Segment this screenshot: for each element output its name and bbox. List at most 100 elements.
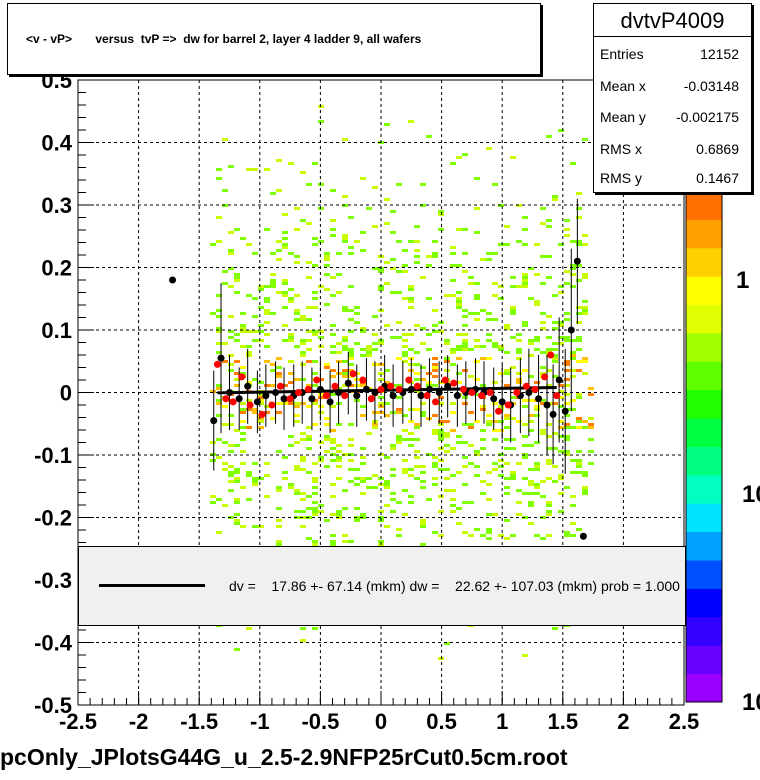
density-cell xyxy=(378,510,384,513)
density-cell xyxy=(570,267,576,270)
density-cell xyxy=(306,384,312,387)
density-cell xyxy=(516,285,522,288)
density-cell xyxy=(258,288,264,291)
density-cell xyxy=(288,360,294,363)
density-cell xyxy=(366,345,372,348)
density-cell xyxy=(516,381,522,384)
density-cell xyxy=(420,414,426,417)
density-cell xyxy=(462,531,468,534)
density-cell xyxy=(570,357,576,360)
density-cell xyxy=(534,336,540,339)
density-cell xyxy=(450,429,456,432)
density-cell xyxy=(408,240,414,243)
density-cell xyxy=(438,396,444,399)
y-tick-label: 0.4 xyxy=(41,131,72,156)
density-cell xyxy=(564,393,570,396)
density-cell xyxy=(576,396,582,399)
data-point xyxy=(335,389,343,396)
density-cell xyxy=(414,261,420,264)
density-cell xyxy=(330,483,336,486)
density-cell xyxy=(246,354,252,357)
density-cell xyxy=(534,486,540,489)
density-cell xyxy=(528,480,534,483)
density-cell xyxy=(576,243,582,246)
density-cell xyxy=(480,258,486,261)
density-cell xyxy=(504,369,510,372)
density-cell xyxy=(570,534,576,537)
density-cell xyxy=(438,423,444,426)
density-cell xyxy=(348,354,354,357)
density-cell xyxy=(372,423,378,426)
density-cell xyxy=(564,312,570,315)
data-point xyxy=(244,382,252,390)
density-cell xyxy=(558,243,564,246)
density-cell xyxy=(270,282,276,285)
density-cell xyxy=(456,306,462,309)
density-cell xyxy=(384,480,390,483)
density-cell xyxy=(450,363,456,366)
density-cell xyxy=(270,384,276,387)
density-cell xyxy=(300,432,306,435)
density-cell xyxy=(540,207,546,210)
density-cell xyxy=(570,471,576,474)
density-cell xyxy=(450,162,456,165)
density-cell xyxy=(438,429,444,432)
y-tick-label: 0 xyxy=(60,381,72,406)
density-cell xyxy=(336,456,342,459)
density-cell xyxy=(486,258,492,261)
density-cell xyxy=(546,384,552,387)
density-cell xyxy=(390,267,396,270)
density-cell xyxy=(330,276,336,279)
density-cell xyxy=(582,420,588,423)
density-cell xyxy=(528,414,534,417)
palette-swatch xyxy=(686,304,722,334)
density-cell xyxy=(300,402,306,405)
density-cell xyxy=(510,366,516,369)
density-cell xyxy=(450,489,456,492)
density-cell xyxy=(300,468,306,471)
density-cell xyxy=(234,468,240,471)
density-cell xyxy=(240,324,246,327)
density-cell xyxy=(336,444,342,447)
data-point xyxy=(525,389,533,396)
density-cell xyxy=(330,294,336,297)
density-cell xyxy=(432,414,438,417)
density-cell xyxy=(258,399,264,402)
data-point xyxy=(280,395,288,403)
density-cell xyxy=(246,345,252,348)
density-cell xyxy=(558,450,564,453)
density-cell xyxy=(306,495,312,498)
density-cell xyxy=(312,291,318,294)
data-point xyxy=(541,373,549,381)
density-cell xyxy=(474,177,480,180)
density-cell xyxy=(432,240,438,243)
density-cell xyxy=(486,147,492,150)
density-cell xyxy=(564,282,570,285)
density-cell xyxy=(570,504,576,507)
density-cell xyxy=(408,300,414,303)
density-cell xyxy=(558,420,564,423)
density-cell xyxy=(534,468,540,471)
density-cell xyxy=(324,450,330,453)
density-cell xyxy=(222,282,228,285)
density-cell xyxy=(312,333,318,336)
density-cell xyxy=(546,504,552,507)
density-cell xyxy=(360,177,366,180)
density-cell xyxy=(504,243,510,246)
stat-row-entries: Entries 12152 xyxy=(600,46,745,72)
density-cell xyxy=(384,261,390,264)
density-cell xyxy=(222,462,228,465)
density-cell xyxy=(264,345,270,348)
density-cell xyxy=(474,360,480,363)
density-cell xyxy=(282,384,288,387)
density-cell xyxy=(258,381,264,384)
density-cell xyxy=(552,465,558,468)
data-point xyxy=(169,276,177,284)
density-cell xyxy=(240,450,246,453)
density-cell xyxy=(546,219,552,222)
stat-row-mean-x: Mean x -0.03148 xyxy=(600,78,745,104)
density-cell xyxy=(336,342,342,345)
density-cell xyxy=(306,405,312,408)
density-cell xyxy=(504,486,510,489)
data-point xyxy=(432,398,440,406)
